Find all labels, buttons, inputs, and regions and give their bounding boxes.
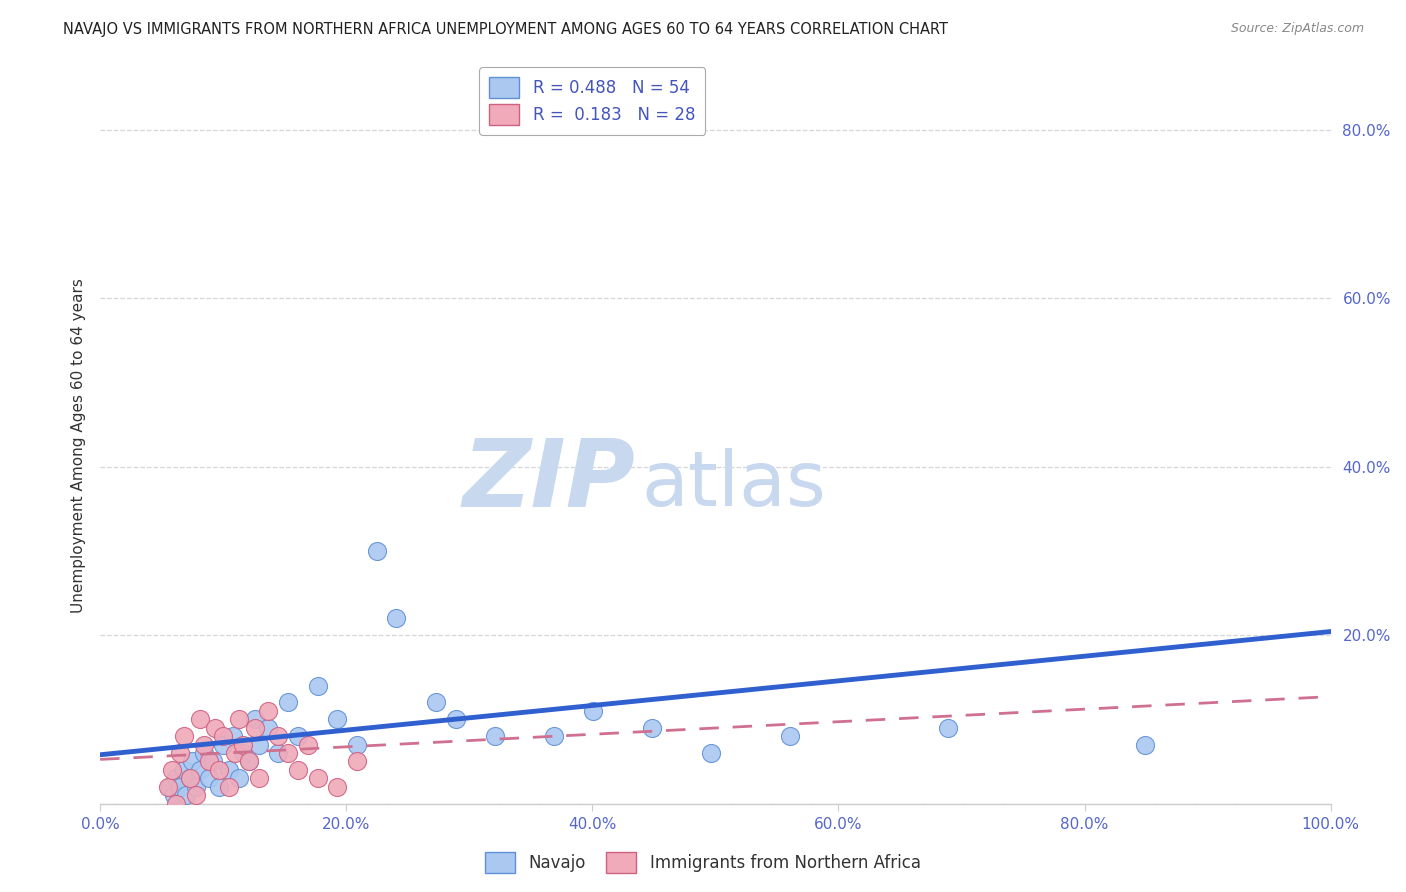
Legend: R = 0.488   N = 54, R =  0.183   N = 28: R = 0.488 N = 54, R = 0.183 N = 28 (479, 68, 706, 135)
Text: Source: ZipAtlas.com: Source: ZipAtlas.com (1230, 22, 1364, 36)
Y-axis label: Unemployment Among Ages 60 to 64 years: Unemployment Among Ages 60 to 64 years (72, 278, 86, 613)
Text: NAVAJO VS IMMIGRANTS FROM NORTHERN AFRICA UNEMPLOYMENT AMONG AGES 60 TO 64 YEARS: NAVAJO VS IMMIGRANTS FROM NORTHERN AFRIC… (63, 22, 948, 37)
Legend: Navajo, Immigrants from Northern Africa: Navajo, Immigrants from Northern Africa (479, 846, 927, 880)
Text: atlas: atlas (641, 448, 827, 522)
Text: ZIP: ZIP (463, 435, 636, 527)
